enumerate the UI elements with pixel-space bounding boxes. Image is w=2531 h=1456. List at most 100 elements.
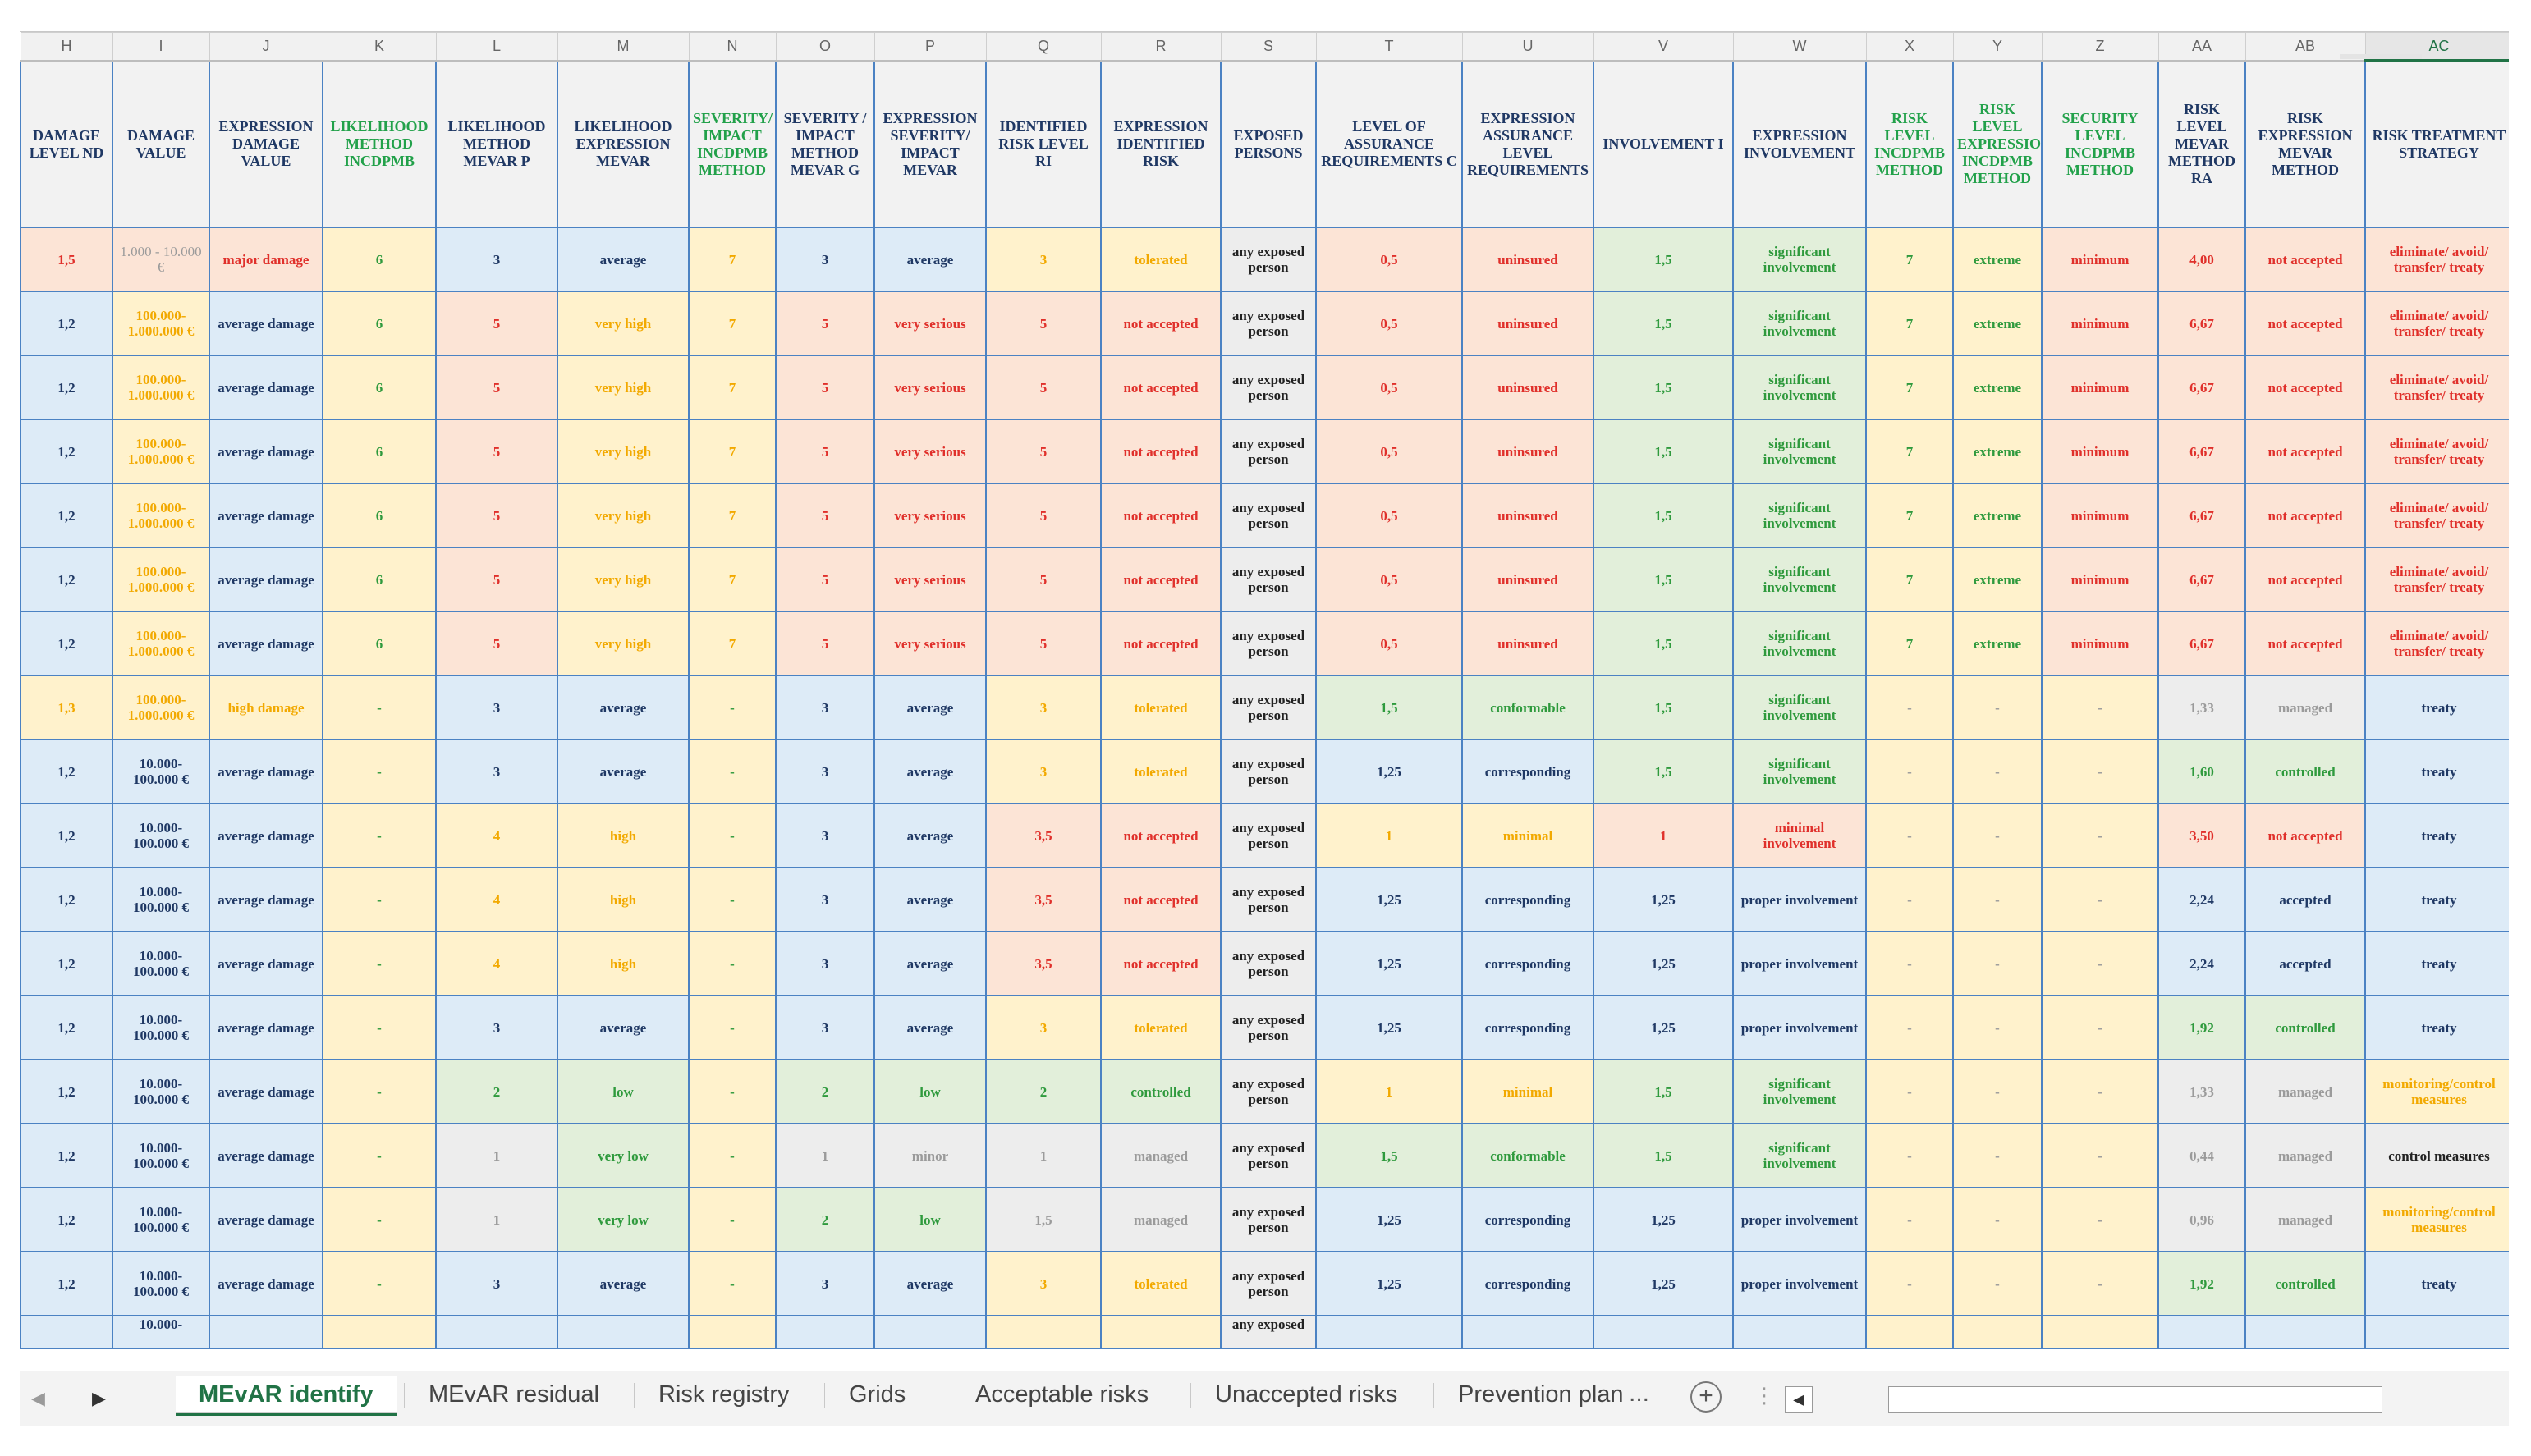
cell-n[interactable]: 7	[688, 419, 777, 484]
column-header-i[interactable]: I	[112, 32, 210, 62]
cell-aa[interactable]: 2,24	[2157, 931, 2246, 996]
cell-y[interactable]: -	[1952, 1059, 2043, 1124]
cell-y[interactable]	[1952, 1315, 2043, 1349]
cell-u[interactable]: uninsured	[1461, 419, 1594, 484]
tab-splitter-handle[interactable]: ⋮	[1754, 1383, 1775, 1408]
cell-p[interactable]: average	[873, 227, 987, 292]
sheet-tab-grids[interactable]: Grids	[849, 1381, 906, 1408]
cell-v[interactable]: 1,5	[1593, 419, 1734, 484]
cell-h[interactable]: 1,2	[20, 1187, 113, 1252]
cell-p[interactable]: average	[873, 803, 987, 868]
horizontal-scrollbar-track[interactable]	[2340, 54, 2422, 59]
cell-l[interactable]: 5	[435, 291, 558, 356]
cell-m[interactable]: very high	[557, 355, 690, 420]
cell-r[interactable]: not accepted	[1100, 419, 1222, 484]
cell-q[interactable]: 3	[985, 227, 1102, 292]
cell-r[interactable]: tolerated	[1100, 675, 1222, 740]
cell-w[interactable]: significant involvement	[1732, 355, 1867, 420]
cell-j[interactable]: major damage	[209, 227, 323, 292]
cell-o[interactable]: 2	[775, 1059, 875, 1124]
cell-r[interactable]: managed	[1100, 1187, 1222, 1252]
cell-h[interactable]: 1,3	[20, 675, 113, 740]
column-header-m[interactable]: M	[557, 32, 690, 62]
cell-j[interactable]: average damage	[209, 483, 323, 548]
cell-j[interactable]: average damage	[209, 291, 323, 356]
cell-z[interactable]: minimum	[2041, 227, 2159, 292]
cell-i[interactable]: 10.000- 100.000 €	[112, 1251, 210, 1316]
cell-ac[interactable]: eliminate/ avoid/ transfer/ treaty	[2364, 355, 2509, 420]
header-cell[interactable]: LEVEL OF ASSURANCE REQUIREMENTS C	[1315, 60, 1463, 228]
header-cell[interactable]: LIKELIHOOD METHOD MEVAR P	[435, 60, 558, 228]
add-sheet-button[interactable]: +	[1690, 1381, 1722, 1413]
cell-y[interactable]: -	[1952, 675, 2043, 740]
cell-i[interactable]: 100.000- 1.000.000 €	[112, 675, 210, 740]
column-header-j[interactable]: J	[209, 32, 323, 62]
cell-i[interactable]: 100.000- 1.000.000 €	[112, 611, 210, 676]
cell-q[interactable]: 5	[985, 355, 1102, 420]
cell-s[interactable]: any exposed person	[1220, 803, 1317, 868]
cell-y[interactable]: -	[1952, 1123, 2043, 1188]
cell-aa[interactable]: 6,67	[2157, 547, 2246, 612]
cell-s[interactable]: any exposed person	[1220, 1059, 1317, 1124]
cell-x[interactable]: -	[1865, 931, 1954, 996]
cell-u[interactable]: uninsured	[1461, 483, 1594, 548]
cell-i[interactable]: 10.000- 100.000 €	[112, 995, 210, 1060]
cell-h[interactable]: 1,2	[20, 291, 113, 356]
cell-ab[interactable]: controlled	[2244, 1251, 2366, 1316]
cell-o[interactable]: 5	[775, 419, 875, 484]
cell-m[interactable]: high	[557, 931, 690, 996]
cell-q[interactable]: 2	[985, 1059, 1102, 1124]
cell-l[interactable]: 5	[435, 547, 558, 612]
cell-z[interactable]: -	[2041, 739, 2159, 804]
cell-w[interactable]: significant involvement	[1732, 227, 1867, 292]
column-header-aa[interactable]: AA	[2157, 32, 2246, 62]
cell-s[interactable]: any exposed person	[1220, 419, 1317, 484]
cell-h[interactable]: 1,2	[20, 1123, 113, 1188]
column-header-p[interactable]: P	[873, 32, 987, 62]
scroll-left-button[interactable]: ◀	[1785, 1386, 1813, 1413]
cell-n[interactable]: -	[688, 1251, 777, 1316]
cell-p[interactable]: very serious	[873, 611, 987, 676]
cell-p[interactable]: average	[873, 995, 987, 1060]
cell-t[interactable]: 0,5	[1315, 419, 1463, 484]
cell-u[interactable]: corresponding	[1461, 1187, 1594, 1252]
cell-o[interactable]: 5	[775, 291, 875, 356]
cell-z[interactable]: -	[2041, 675, 2159, 740]
cell-o[interactable]: 5	[775, 355, 875, 420]
sheet-tab-mevar-residual[interactable]: MEvAR residual	[429, 1381, 599, 1408]
cell-t[interactable]: 1,25	[1315, 931, 1463, 996]
next-sheet-icon[interactable]: ▶	[92, 1388, 106, 1408]
cell-o[interactable]	[775, 1315, 875, 1349]
cell-ab[interactable]: not accepted	[2244, 483, 2366, 548]
cell-ab[interactable]: managed	[2244, 1123, 2366, 1188]
cell-j[interactable]: average damage	[209, 995, 323, 1060]
cell-y[interactable]: -	[1952, 995, 2043, 1060]
cell-v[interactable]: 1,25	[1593, 867, 1734, 932]
cell-k[interactable]: -	[322, 931, 437, 996]
cell-ac[interactable]: eliminate/ avoid/ transfer/ treaty	[2364, 611, 2509, 676]
cell-j[interactable]: average damage	[209, 611, 323, 676]
cell-n[interactable]: 7	[688, 291, 777, 356]
cell-aa[interactable]: 6,67	[2157, 291, 2246, 356]
cell-j[interactable]: average damage	[209, 931, 323, 996]
cell-i[interactable]: 100.000- 1.000.000 €	[112, 547, 210, 612]
cell-l[interactable]: 4	[435, 931, 558, 996]
cell-n[interactable]: -	[688, 1059, 777, 1124]
cell-w[interactable]	[1732, 1315, 1867, 1349]
cell-r[interactable]: not accepted	[1100, 803, 1222, 868]
cell-ac[interactable]: eliminate/ avoid/ transfer/ treaty	[2364, 227, 2509, 292]
cell-z[interactable]: minimum	[2041, 291, 2159, 356]
cell-z[interactable]: minimum	[2041, 419, 2159, 484]
header-cell[interactable]: RISK LEVEL EXPRESSION INCDPMB METHOD	[1952, 60, 2043, 228]
cell-t[interactable]: 1,25	[1315, 867, 1463, 932]
cell-k[interactable]: 6	[322, 355, 437, 420]
cell-s[interactable]: any exposed person	[1220, 227, 1317, 292]
cell-i[interactable]: 10.000- 100.000 €	[112, 739, 210, 804]
cell-z[interactable]: minimum	[2041, 611, 2159, 676]
cell-r[interactable]: not accepted	[1100, 931, 1222, 996]
cell-n[interactable]: 7	[688, 227, 777, 292]
cell-x[interactable]: -	[1865, 867, 1954, 932]
cell-h[interactable]: 1,2	[20, 739, 113, 804]
sheet-tab-unaccepted-risks[interactable]: Unaccepted risks	[1215, 1381, 1398, 1408]
column-header-ab[interactable]: AB	[2244, 32, 2366, 62]
